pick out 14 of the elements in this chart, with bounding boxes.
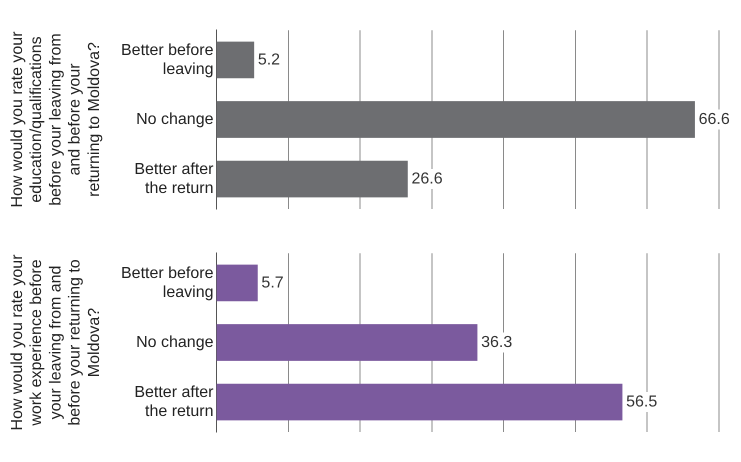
y-tick-label: No change [136,110,214,128]
y-axis-title: How would you rate your education/qualifications before your leaving from and before your returning to Moldova? [9,30,103,208]
y-axis-title: How would you rate your work experience before your leaving from and before your returning to Moldova? [9,254,103,431]
y-tick-label: Better before leaving [121,264,214,301]
y-tick-label: Better before leaving [121,42,214,78]
y-tick-label: Better after the return [134,160,214,198]
y-tick-label: No change [136,334,214,351]
y-tick-label: Better after the return [134,384,214,420]
data-label: 5.2 [258,51,280,68]
data-label: 66.6 [698,110,730,128]
data-label: 26.6 [411,170,443,188]
data-label: 5.7 [261,274,284,292]
data-label: 56.5 [626,393,658,410]
data-label: 36.3 [481,334,512,351]
